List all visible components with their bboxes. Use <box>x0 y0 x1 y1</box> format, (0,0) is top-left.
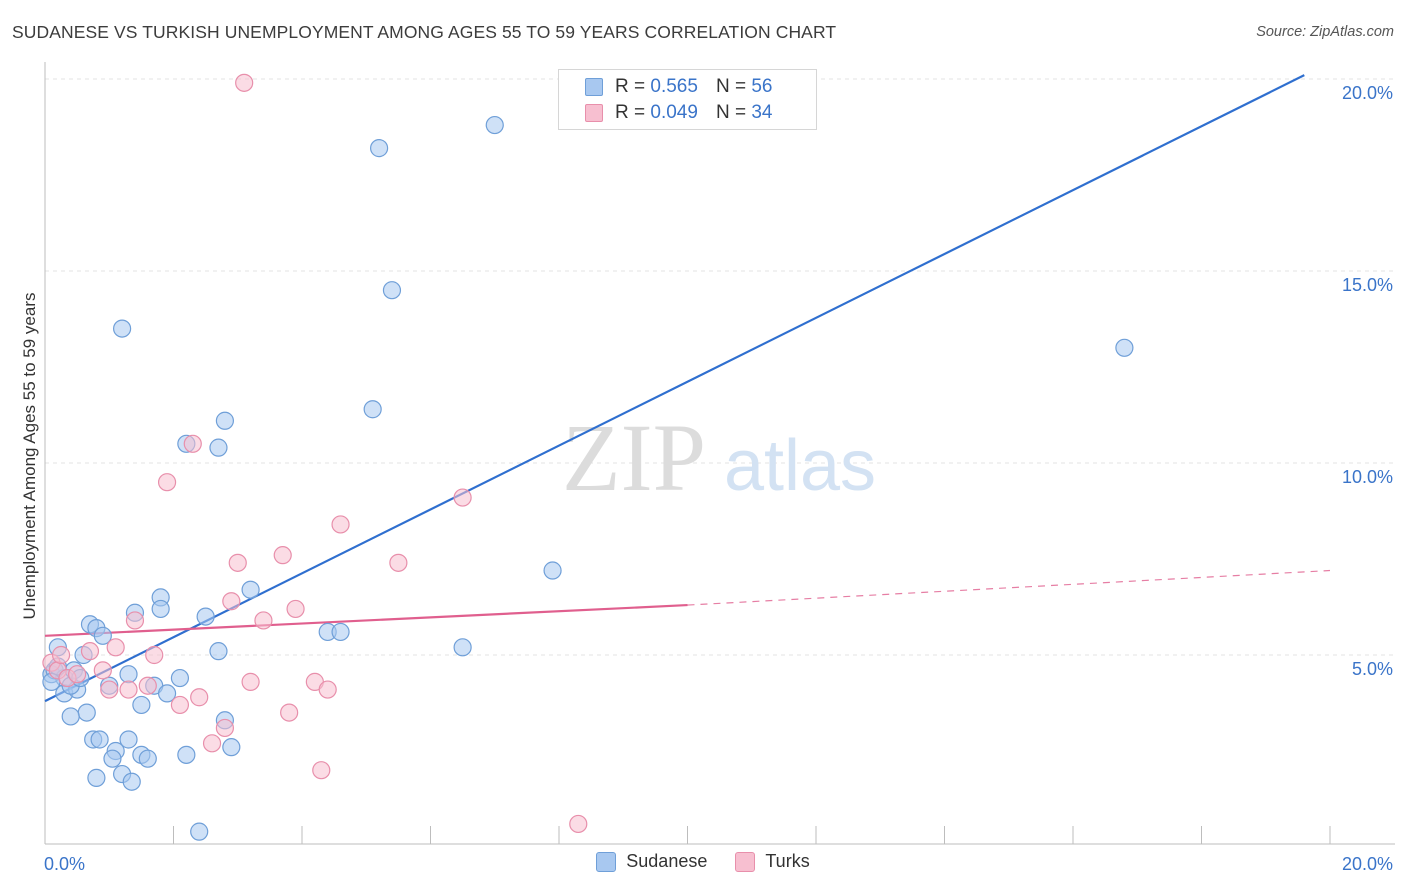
point-sudanese <box>122 772 141 791</box>
point-sudanese <box>190 822 209 841</box>
point-sudanese <box>132 695 151 715</box>
grid-lines <box>45 78 1395 656</box>
turks-legend-swatch <box>735 851 756 872</box>
point-sudanese <box>138 749 157 768</box>
point-turks <box>106 638 125 657</box>
point-turks <box>190 688 209 707</box>
point-sudanese <box>453 638 472 657</box>
data-points <box>42 73 1134 841</box>
point-turks <box>235 73 254 92</box>
point-turks <box>228 553 247 572</box>
series-legend: Sudanese Turks <box>0 851 1406 872</box>
y-tick-label: 15.0% <box>1342 275 1393 295</box>
point-turks <box>280 703 299 722</box>
point-turks <box>170 695 190 715</box>
point-sudanese <box>112 319 132 338</box>
point-sudanese <box>157 684 177 703</box>
point-sudanese <box>1115 338 1134 357</box>
point-turks <box>222 592 241 611</box>
legend-label-turks: Turks <box>765 851 810 871</box>
point-sudanese <box>209 438 228 457</box>
legend-n-value: 56 <box>751 76 773 97</box>
point-sudanese <box>177 745 196 764</box>
legend-n-label: N = <box>715 76 747 97</box>
point-sudanese <box>93 626 112 645</box>
legend-row-sudanese: R = 0.565 N = 56 <box>585 75 772 99</box>
point-turks <box>93 661 112 680</box>
point-turks <box>157 473 177 492</box>
point-sudanese <box>382 281 402 300</box>
point-turks <box>183 434 202 453</box>
watermark-zip: ZIP <box>562 404 706 511</box>
watermark: ZIP atlas <box>562 404 876 511</box>
point-sudanese <box>119 665 138 684</box>
source-label: Source: ZipAtlas.com <box>1256 24 1394 40</box>
tick-labels: 5.0% 10.0% 15.0% 20.0% 0.0% 20.0% <box>44 83 1393 874</box>
point-turks <box>119 680 138 699</box>
point-turks <box>202 734 222 753</box>
legend-n-label: N = <box>715 102 747 123</box>
point-turks <box>312 761 331 780</box>
point-sudanese <box>103 749 122 768</box>
chart-title: SUDANESE VS TURKISH UNEMPLOYMENT AMONG A… <box>12 22 837 42</box>
point-turks <box>273 546 292 565</box>
sudanese-swatch <box>585 78 603 96</box>
sudanese-legend-swatch <box>596 851 617 872</box>
point-turks <box>215 718 234 738</box>
point-sudanese <box>170 668 190 688</box>
legend-n-value: 34 <box>751 102 773 123</box>
legend-r-label: R = <box>615 102 646 123</box>
x-tick-label: 0.0% <box>44 854 85 874</box>
point-turks <box>286 599 305 619</box>
legend-r-label: R = <box>615 76 646 97</box>
y-tick-label: 20.0% <box>1342 83 1393 103</box>
legend-item-turks[interactable]: Turks <box>735 851 810 872</box>
axes <box>44 62 1395 845</box>
legend-r-value: 0.565 <box>650 76 698 97</box>
point-turks <box>68 665 87 684</box>
point-sudanese <box>363 400 382 419</box>
point-turks <box>100 680 119 699</box>
legend-row-turks: R = 0.049 N = 34 <box>585 101 772 125</box>
point-turks <box>125 611 145 630</box>
point-turks <box>569 814 588 834</box>
correlation-legend: R = 0.565 N = 56 R = 0.049 N = 34 <box>558 69 817 130</box>
point-turks <box>51 645 71 665</box>
point-sudanese <box>485 115 504 135</box>
legend-r-value: 0.049 <box>650 102 698 123</box>
point-sudanese <box>241 580 260 599</box>
trend-extension-turks <box>687 569 1331 606</box>
point-turks <box>241 672 260 691</box>
point-sudanese <box>61 707 80 726</box>
point-sudanese <box>151 599 170 619</box>
point-sudanese <box>215 411 234 430</box>
turks-swatch <box>585 104 603 122</box>
point-turks <box>389 553 408 572</box>
point-turks <box>145 645 164 665</box>
trend-line-turks <box>44 603 688 637</box>
point-turks <box>331 515 350 534</box>
point-turks <box>453 488 472 507</box>
point-sudanese <box>370 139 389 158</box>
watermark-atlas: atlas <box>724 426 876 506</box>
point-sudanese <box>196 607 215 626</box>
point-sudanese <box>119 730 138 749</box>
point-sudanese <box>77 703 96 722</box>
point-sudanese <box>331 622 350 642</box>
point-turks <box>138 676 157 695</box>
point-sudanese <box>90 730 109 749</box>
legend-item-sudanese[interactable]: Sudanese <box>596 851 707 872</box>
y-tick-label: 5.0% <box>1352 659 1393 679</box>
point-turks <box>80 642 100 661</box>
point-sudanese <box>543 561 562 580</box>
x-tick-label: 20.0% <box>1342 854 1393 874</box>
legend-label-sudanese: Sudanese <box>626 851 708 871</box>
point-turks <box>318 680 337 699</box>
point-sudanese <box>209 642 228 661</box>
point-turks <box>254 611 273 630</box>
point-sudanese <box>222 738 241 757</box>
y-tick-label: 10.0% <box>1342 467 1393 487</box>
point-sudanese <box>87 768 106 787</box>
